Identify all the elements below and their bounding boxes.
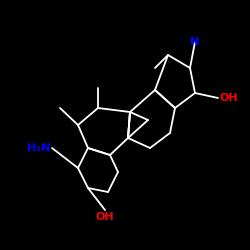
- Text: H₂N: H₂N: [26, 143, 50, 153]
- Text: OH: OH: [96, 212, 114, 222]
- Text: N: N: [190, 37, 200, 47]
- Text: OH: OH: [220, 93, 238, 103]
